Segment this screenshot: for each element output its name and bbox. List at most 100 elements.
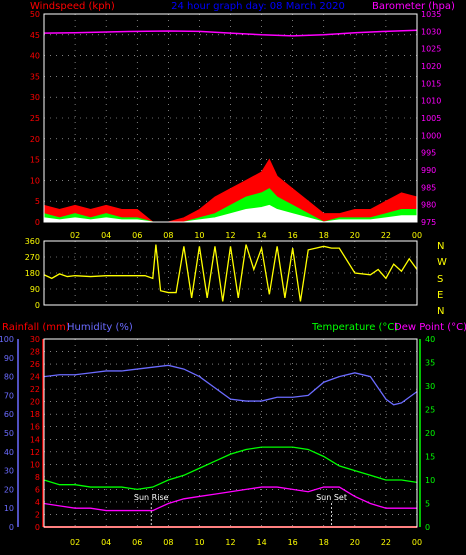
wind-tick-label: 0 <box>35 218 40 227</box>
lower-time-tick-label: 20 <box>350 538 360 547</box>
direction-label-s: S <box>437 274 443 285</box>
chart-title: 24 hour graph day: 08 March 2020 <box>171 1 345 12</box>
lower-time-tick-label: 06 <box>132 538 142 547</box>
humidity-tick-label: 40 <box>4 448 14 457</box>
wind-layer <box>43 29 418 223</box>
time-tick-label: 14 <box>256 231 266 240</box>
dewpoint-axis-title: Dew Point (°C) <box>394 322 466 333</box>
wind-tick-label: 45 <box>30 31 40 40</box>
lower-time-tick-label: 12 <box>225 538 235 547</box>
direction-label-w: W <box>437 257 447 268</box>
lower-time-tick-label: 00 <box>412 538 422 547</box>
time-tick-label: 16 <box>288 231 298 240</box>
time-tick-label: 10 <box>194 231 204 240</box>
rainfall-tick-label: 20 <box>30 398 40 407</box>
rainfall-tick-label: 2 <box>35 510 40 519</box>
humidity-tick-label: 20 <box>4 485 14 494</box>
direction-tick-label: 90 <box>30 285 40 294</box>
barometer-tick-label: 1005 <box>421 114 441 123</box>
barometer-tick-label: 985 <box>421 183 436 192</box>
lower-time-tick-label: 22 <box>381 538 391 547</box>
temperature-tick-label: 15 <box>425 453 435 462</box>
gust-series <box>43 188 418 223</box>
direction-tick-label: 180 <box>25 269 40 278</box>
sun-set-label: Sun Set <box>316 493 347 502</box>
wind-tick-label: 50 <box>30 10 40 19</box>
time-tick-label: 08 <box>163 231 173 240</box>
humidity-series <box>43 364 418 406</box>
humidity-tick-label: 10 <box>4 504 14 513</box>
rainfall-tick-label: 10 <box>30 460 40 469</box>
lower-time-tick-label: 04 <box>101 538 111 547</box>
time-tick-label: 00 <box>412 231 422 240</box>
direction-label-e: E <box>437 290 443 301</box>
rainfall-tick-label: 24 <box>30 373 40 382</box>
rainfall-tick-label: 16 <box>30 423 40 432</box>
humidity-tick-label: 80 <box>4 373 14 382</box>
wind-tick-label: 15 <box>30 156 40 165</box>
rainfall-tick-label: 30 <box>30 335 40 344</box>
time-tick-label: 06 <box>132 231 142 240</box>
rainfall-tick-label: 12 <box>30 448 40 457</box>
time-tick-label: 02 <box>70 231 80 240</box>
axes-layer: 0510152025303540455097598098599099510001… <box>0 10 441 547</box>
barometer-tick-label: 1000 <box>421 131 441 140</box>
temperature-tick-label: 20 <box>425 429 435 438</box>
temperature-tick-label: 0 <box>425 523 430 532</box>
wind-tick-label: 5 <box>35 197 40 206</box>
rainfall-tick-label: 6 <box>35 485 40 494</box>
lower-time-tick-label: 16 <box>288 538 298 547</box>
temperature-tick-label: 40 <box>425 335 435 344</box>
direction-tick-label: 270 <box>25 253 40 262</box>
barometer-tick-label: 1010 <box>421 97 441 106</box>
windspeed-axis-title: Windspeed (kph) <box>30 1 115 12</box>
time-tick-label: 20 <box>350 231 360 240</box>
direction-tick-label: 0 <box>35 301 40 310</box>
wind-tick-label: 20 <box>30 135 40 144</box>
wind-tick-label: 25 <box>30 114 40 123</box>
humidity-axis-title: Humidity (%) <box>67 322 133 333</box>
rainfall-tick-label: 14 <box>30 435 40 444</box>
lower-time-tick-label: 02 <box>70 538 80 547</box>
barometer-tick-label: 1015 <box>421 79 441 88</box>
rainfall-tick-label: 28 <box>30 348 40 357</box>
barometer-axis-title: Barometer (hpa) <box>372 1 455 12</box>
lower-time-tick-label: 14 <box>256 538 266 547</box>
direction-tick-label: 360 <box>25 237 40 246</box>
humidity-tick-label: 30 <box>4 467 14 476</box>
humidity-tick-label: 90 <box>4 354 14 363</box>
wind-tick-label: 35 <box>30 72 40 81</box>
average-wind-series <box>43 204 418 223</box>
humidity-tick-label: 100 <box>0 335 14 344</box>
wind-direction-series <box>43 244 418 302</box>
windspeed-series <box>43 158 418 223</box>
wind-plot-frame <box>43 13 418 223</box>
rainfall-tick-label: 8 <box>35 473 40 482</box>
barometer-tick-label: 1025 <box>421 45 441 54</box>
lower-plot-frame <box>43 338 418 528</box>
rainfall-tick-label: 22 <box>30 385 40 394</box>
time-tick-label: 04 <box>101 231 111 240</box>
barometer-tick-label: 980 <box>421 201 436 210</box>
wind-tick-label: 30 <box>30 93 40 102</box>
humidity-tick-label: 0 <box>9 523 14 532</box>
direction-label-n-top: N <box>437 241 444 252</box>
time-tick-label: 22 <box>381 231 391 240</box>
lower-time-tick-label: 08 <box>163 538 173 547</box>
temperature-tick-label: 30 <box>425 382 435 391</box>
temperature-tick-label: 25 <box>425 406 435 415</box>
rainfall-tick-label: 26 <box>30 360 40 369</box>
temperature-tick-label: 35 <box>425 359 435 368</box>
temperature-axis-title: Temperature (°C) <box>311 322 398 333</box>
time-tick-label: 18 <box>319 231 329 240</box>
barometer-tick-label: 990 <box>421 166 436 175</box>
barometer-series <box>43 29 418 37</box>
direction-label-n-bottom: N <box>437 306 444 317</box>
wind-tick-label: 10 <box>30 176 40 185</box>
barometer-tick-label: 1035 <box>421 10 441 19</box>
humidity-tick-label: 50 <box>4 429 14 438</box>
rainfall-axis-title: Rainfall (mm) <box>2 322 70 333</box>
barometer-tick-label: 1030 <box>421 27 441 36</box>
